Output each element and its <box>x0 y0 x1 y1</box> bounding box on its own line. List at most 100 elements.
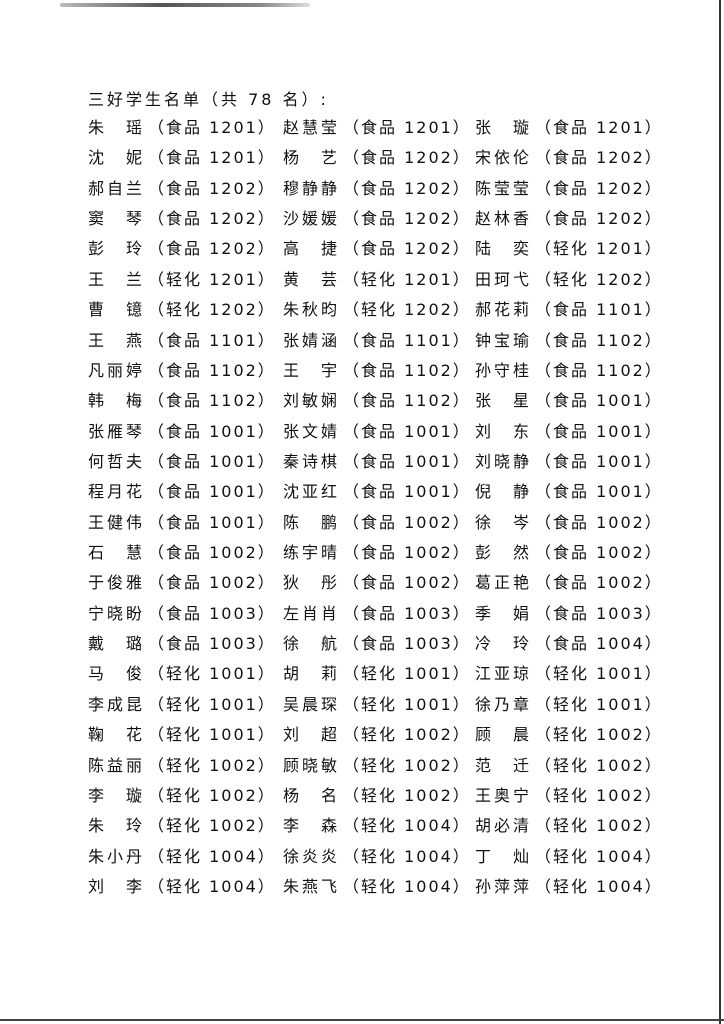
student-entry: 穆静静 （食品 1202） <box>283 175 471 199</box>
list-row: 何哲夫 （食品 1001） 秦诗棋 （食品 1001） 刘晓静 （食品 1001） <box>88 448 661 472</box>
student-entry: 王健伟 （食品 1001） <box>88 509 276 533</box>
student-class: （食品 1102） <box>343 360 471 380</box>
student-name: 胡必清 <box>475 816 529 836</box>
student-class: （食品 1102） <box>535 360 663 380</box>
student-name: 赵林香 <box>475 209 529 229</box>
student-name: 彭玲 <box>88 239 142 259</box>
student-entry: 郝自兰 （食品 1202） <box>88 175 276 199</box>
student-class: （食品 1003） <box>343 603 471 623</box>
student-name: 程月花 <box>88 482 142 502</box>
student-class: （食品 1001） <box>535 391 663 411</box>
student-name: 李璇 <box>88 785 142 805</box>
student-class: （食品 1102） <box>148 391 276 411</box>
student-name: 张雁琴 <box>88 421 142 441</box>
student-class: （轻化 1004） <box>535 877 663 896</box>
student-class: （食品 1001） <box>535 482 663 502</box>
student-entry: 曹镱 （轻化 1202） <box>88 296 276 320</box>
student-name: 沈亚红 <box>283 482 337 502</box>
student-entry: 宁晓盼 （食品 1003） <box>88 600 276 624</box>
student-class: （食品 1002） <box>535 512 663 532</box>
student-entry: 李成昆 （轻化 1001） <box>88 691 276 715</box>
list-row: 窦琴 （食品 1202） 沙媛媛 （食品 1202） 赵林香 （食品 1202） <box>88 205 661 229</box>
list-row: 石慧 （食品 1002） 练宇晴 （食品 1002） 彭然 （食品 1002） <box>88 539 661 563</box>
list-row: 戴璐 （食品 1003） 徐航 （食品 1003） 冷玲 （食品 1004） <box>88 630 661 654</box>
student-class: （食品 1202） <box>535 209 663 229</box>
student-name: 赵慧莹 <box>283 118 337 137</box>
student-class: （食品 1202） <box>343 148 471 168</box>
student-name: 王健伟 <box>88 512 142 532</box>
student-name: 王奥宁 <box>475 785 529 805</box>
student-entry: 彭然 （食品 1002） <box>475 539 663 563</box>
student-name: 张婧涵 <box>283 330 337 350</box>
student-entry: 郝花莉 （食品 1101） <box>475 296 663 320</box>
student-class: （轻化 1004） <box>343 846 471 866</box>
student-name: 左肖肖 <box>283 603 337 623</box>
student-class: （食品 1001） <box>343 421 471 441</box>
student-entry: 狄彤 （食品 1002） <box>283 569 471 593</box>
page-edge-bottom <box>0 1019 724 1021</box>
student-entry: 张婧涵 （食品 1101） <box>283 327 471 351</box>
list-row: 宁晓盼 （食品 1003） 左肖肖 （食品 1003） 季娟 （食品 1003） <box>88 600 661 624</box>
student-name: 陈鹏 <box>283 512 337 532</box>
list-row: 李璇 （轻化 1002） 杨名 （轻化 1002） 王奥宁 （轻化 1002） <box>88 782 661 806</box>
student-class: （食品 1001） <box>148 482 276 502</box>
student-name: 凡丽婷 <box>88 360 142 380</box>
scan-artifact <box>60 3 310 7</box>
student-entry: 徐岑 （食品 1002） <box>475 509 663 533</box>
student-name: 顾晨 <box>475 725 529 745</box>
student-entry: 陈莹莹 （食品 1202） <box>475 175 663 199</box>
student-name: 朱玲 <box>88 816 142 836</box>
student-entry: 杨名 （轻化 1002） <box>283 782 471 806</box>
student-name: 窦琴 <box>88 209 142 229</box>
student-name: 葛正艳 <box>475 573 529 593</box>
student-name: 韩梅 <box>88 391 142 411</box>
student-entry: 朱秋昀 （轻化 1202） <box>283 296 471 320</box>
student-class: （食品 1201） <box>148 118 276 137</box>
student-entry: 凡丽婷 （食品 1102） <box>88 357 276 381</box>
student-name: 朱小丹 <box>88 846 142 866</box>
student-name: 马俊 <box>88 664 142 684</box>
student-class: （食品 1101） <box>343 330 471 350</box>
student-name: 石慧 <box>88 543 142 563</box>
student-name: 倪静 <box>475 482 529 502</box>
student-entry: 李森 （轻化 1004） <box>283 812 471 836</box>
student-entry: 左肖肖 （食品 1003） <box>283 600 471 624</box>
list-row: 沈妮 （食品 1201） 杨艺 （食品 1202） 宋依伦 （食品 1202） <box>88 144 661 168</box>
list-row: 王燕 （食品 1101） 张婧涵 （食品 1101） 钟宝瑜 （食品 1102） <box>88 327 661 351</box>
student-class: （食品 1101） <box>535 300 663 320</box>
student-class: （食品 1202） <box>148 178 276 198</box>
student-class: （轻化 1001） <box>148 664 276 684</box>
student-entry: 王兰 （轻化 1201） <box>88 266 276 290</box>
list-row: 曹镱 （轻化 1202） 朱秋昀 （轻化 1202） 郝花莉 （食品 1101） <box>88 296 661 320</box>
student-name: 沙媛媛 <box>283 209 337 229</box>
student-class: （食品 1001） <box>148 512 276 532</box>
list-row: 李成昆 （轻化 1001） 吴晨琛 （轻化 1001） 徐乃章 （轻化 1001） <box>88 691 661 715</box>
list-row: 郝自兰 （食品 1202） 穆静静 （食品 1202） 陈莹莹 （食品 1202） <box>88 175 661 199</box>
student-name: 王兰 <box>88 269 142 289</box>
student-entry: 刘晓静 （食品 1001） <box>475 448 663 472</box>
student-class: （食品 1001） <box>148 421 276 441</box>
student-entry: 马俊 （轻化 1001） <box>88 660 276 684</box>
student-class: （轻化 1001） <box>148 725 276 745</box>
student-class: （轻化 1002） <box>343 785 471 805</box>
student-name: 胡莉 <box>283 664 337 684</box>
student-entry: 朱玲 （轻化 1002） <box>88 812 276 836</box>
student-entry: 丁灿 （轻化 1004） <box>475 843 663 867</box>
student-entry: 何哲夫 （食品 1001） <box>88 448 276 472</box>
student-name: 季娟 <box>475 603 529 623</box>
student-entry: 窦琴 （食品 1202） <box>88 205 276 229</box>
student-name: 丁灿 <box>475 846 529 866</box>
student-name: 李森 <box>283 816 337 836</box>
student-name: 朱秋昀 <box>283 300 337 320</box>
student-class: （轻化 1002） <box>535 725 663 745</box>
student-class: （食品 1202） <box>343 209 471 229</box>
student-class: （食品 1003） <box>535 603 663 623</box>
student-name: 狄彤 <box>283 573 337 593</box>
student-class: （食品 1002） <box>343 543 471 563</box>
student-name: 张文婧 <box>283 421 337 441</box>
student-entry: 沈亚红 （食品 1001） <box>283 478 471 502</box>
student-entry: 王燕 （食品 1101） <box>88 327 276 351</box>
student-name: 冷玲 <box>475 634 529 654</box>
student-entry: 宋依伦 （食品 1202） <box>475 144 663 168</box>
student-name: 练宇晴 <box>283 543 337 563</box>
